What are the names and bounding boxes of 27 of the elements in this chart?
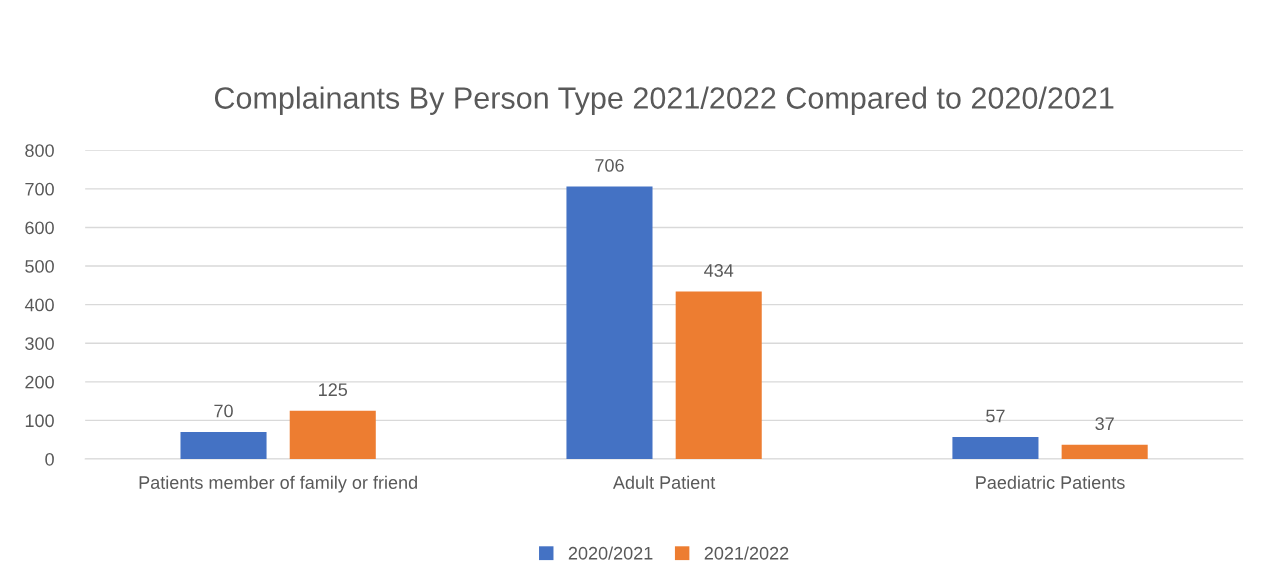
- y-tick-label: 0: [45, 452, 54, 466]
- data-label: 125: [319, 383, 348, 397]
- data-label: 434: [704, 264, 734, 277]
- bar: [180, 432, 267, 460]
- y-tick-label: 700: [25, 182, 54, 196]
- y-tick-label: 300: [25, 337, 54, 350]
- y-tick-label: 600: [25, 221, 54, 235]
- y-tick-label: 100: [25, 414, 54, 428]
- data-label: 57: [986, 409, 1005, 423]
- y-tick-label: 400: [24, 298, 54, 312]
- bar: [289, 410, 376, 460]
- bar: [1061, 444, 1148, 460]
- data-label: 70: [214, 404, 233, 418]
- bar: [675, 291, 762, 460]
- legend-label: 2021/2022: [704, 546, 789, 560]
- y-tick-label: 200: [25, 375, 54, 389]
- x-tick-label: Adult Patient: [612, 475, 716, 489]
- x-tick-label: Paediatric Patients: [976, 475, 1125, 489]
- data-label: 37: [1095, 417, 1114, 431]
- legend-label: 2020/2021: [568, 546, 653, 560]
- y-tick-label: 800: [25, 144, 54, 157]
- bar: [952, 437, 1039, 460]
- x-tick-label: Patients member of family or friend: [139, 475, 417, 493]
- chart-title: Complainants By Person Type 2021/2022 Compared to 2020/2021: [214, 86, 1114, 115]
- bar: [566, 186, 653, 460]
- data-label: 706: [595, 159, 624, 172]
- y-tick-label: 500: [25, 259, 54, 273]
